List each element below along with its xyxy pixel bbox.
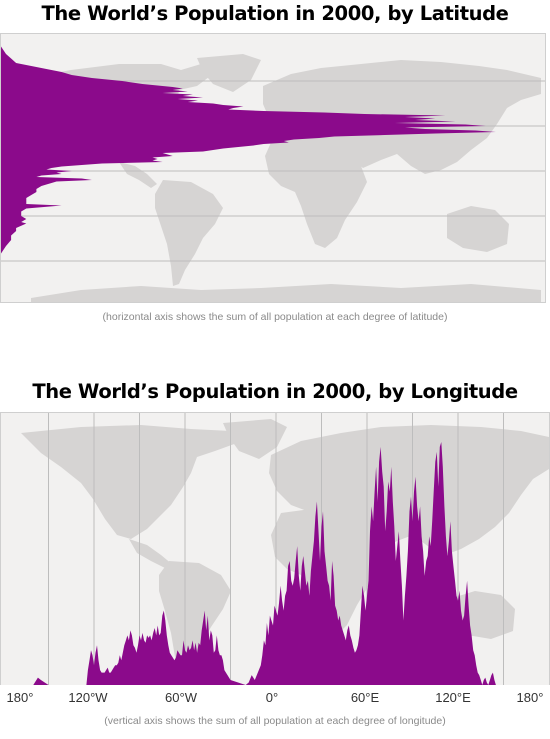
longitude-chart-panel xyxy=(0,412,550,685)
land-africa xyxy=(265,134,367,248)
chart-title-longitude: The World’s Population in 2000, by Longi… xyxy=(32,380,518,403)
x-tick-label: 180° xyxy=(6,690,34,705)
land-central-america xyxy=(119,162,157,188)
latitude-population-area xyxy=(1,46,496,254)
land-central-america xyxy=(129,539,173,569)
land-eurasia xyxy=(269,425,549,555)
land-greenland xyxy=(197,54,261,92)
x-tick-label: 180° xyxy=(516,690,544,705)
chart-caption-latitude: (horizontal axis shows the sum of all po… xyxy=(102,311,448,323)
longitude-population-area xyxy=(3,442,496,685)
land-south-america xyxy=(159,561,231,679)
chart-title-latitude: The World’s Population in 2000, by Latit… xyxy=(41,2,509,25)
x-tick-label: 60°W xyxy=(165,690,197,705)
x-tick-label: 120°E xyxy=(435,690,471,705)
chart-caption-longitude: (vertical axis shows the sum of all popu… xyxy=(104,715,446,727)
land-north-america xyxy=(21,425,237,539)
land-greenland xyxy=(223,419,287,459)
x-tick-label: 60°E xyxy=(350,690,380,705)
land-australia xyxy=(447,206,509,252)
x-tick-label: 120°W xyxy=(68,690,108,705)
longitude-chart-svg xyxy=(3,413,549,685)
land-south-america xyxy=(155,180,223,286)
latitude-chart-svg xyxy=(1,46,545,302)
latitude-chart-panel xyxy=(0,33,546,303)
x-tick-label: 0° xyxy=(265,690,279,705)
land-antarctica xyxy=(31,284,541,302)
